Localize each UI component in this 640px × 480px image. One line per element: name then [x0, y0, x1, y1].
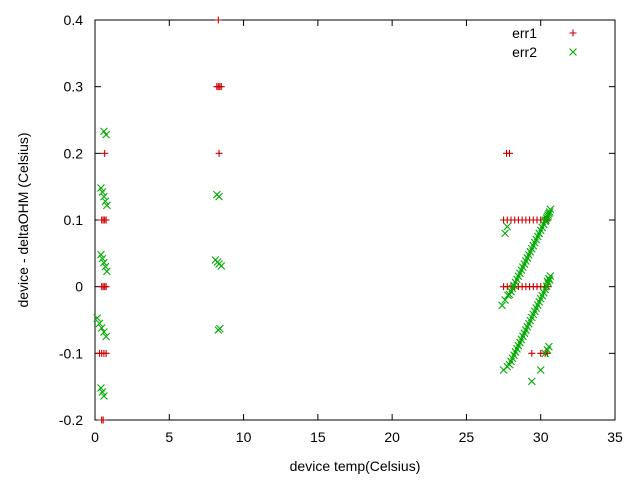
err2-point	[93, 314, 102, 322]
x-tick-label: 35	[607, 429, 623, 445]
y-tick-label: 0	[75, 279, 83, 295]
x-tick-label: 30	[533, 429, 549, 445]
legend-label-err1: err1	[512, 25, 537, 41]
err2-point	[97, 384, 105, 392]
err2-point	[101, 262, 110, 271]
err2-point	[546, 205, 555, 214]
err1-point	[99, 416, 107, 424]
y-axis-title: device - deltaOHM (Celsius)	[15, 132, 31, 307]
x-tick-label: 10	[236, 429, 252, 445]
legend: err1 err2	[512, 25, 577, 60]
legend-label-err2: err2	[512, 44, 537, 60]
err2-point	[102, 267, 111, 276]
err2-point	[97, 250, 105, 259]
y-tick-label: -0.2	[59, 412, 83, 428]
legend-marker-err1	[569, 29, 577, 37]
x-tick-label: 15	[310, 429, 326, 445]
err2-point	[102, 332, 111, 341]
x-tick-label: 25	[459, 429, 475, 445]
err2-point	[536, 366, 545, 374]
err2-point	[98, 188, 107, 196]
err2-point	[100, 127, 108, 136]
err2-point	[97, 324, 106, 332]
y-tick-label: 0.2	[64, 145, 84, 161]
err2-point	[102, 130, 111, 139]
err2-point	[501, 229, 509, 238]
err2-point	[100, 192, 108, 201]
y-tick-label: -0.1	[59, 345, 83, 361]
x-axis-title: device temp(Celsius)	[290, 458, 421, 474]
err2-point	[98, 388, 107, 396]
err2-point	[544, 342, 553, 351]
err2-point	[527, 377, 536, 386]
err1-point	[102, 216, 110, 224]
err2-point	[545, 276, 554, 284]
err2-point	[95, 319, 104, 328]
err2-point	[501, 296, 509, 304]
err2-point	[97, 184, 105, 192]
err1-point	[506, 149, 514, 157]
err1-point	[101, 149, 109, 157]
err2-point	[215, 192, 223, 201]
err2-point	[100, 258, 108, 267]
err1-point	[217, 83, 225, 91]
err2-point	[541, 349, 550, 358]
err2-point	[215, 324, 224, 333]
legend-marker-err2	[569, 48, 577, 56]
err1-point	[102, 349, 110, 357]
x-tick-label: 20	[384, 429, 400, 445]
err2-point	[100, 328, 108, 336]
y-tick-label: 0.1	[64, 212, 84, 228]
err1-point	[214, 16, 222, 24]
err2-point	[101, 197, 110, 206]
y-tick-label: 0.4	[64, 12, 84, 28]
err2-point	[98, 254, 107, 263]
err2-point	[545, 208, 554, 216]
err2-point	[102, 201, 111, 210]
err1-point	[102, 283, 110, 291]
axis-ticks: 0 5 10 15 20 25 30 35 -0.2 -0.1 0 0.1 0.2 0.3 0.4	[59, 12, 623, 445]
x-tick-label: 0	[91, 429, 99, 445]
y-tick-label: 0.3	[64, 79, 84, 95]
err2-point	[498, 301, 506, 310]
data-points	[93, 16, 555, 424]
err1-point	[528, 349, 536, 357]
err2-point	[217, 262, 226, 270]
err2-point	[100, 392, 108, 400]
err1-point	[215, 149, 223, 157]
series-err2	[93, 127, 555, 400]
x-tick-label: 5	[165, 429, 173, 445]
err2-point	[503, 222, 512, 231]
